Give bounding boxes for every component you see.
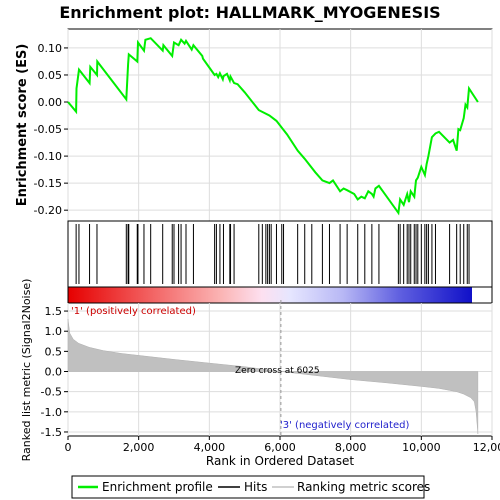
es-y-ticks: 0.10 0.05 0.00 -0.05 -0.10 -0.15 -0.20: [34, 42, 68, 217]
metric-tick-label: 1.5: [45, 305, 63, 318]
hit-lines: [75, 224, 470, 284]
es-tick-label: -0.15: [34, 177, 62, 190]
x-ticks: 0 2,000 4,000 6,000 8,000 10,000 12,000: [65, 436, 500, 454]
metric-y-axis-label: Ranked list metric (Signal2Noise): [20, 279, 33, 462]
legend: Enrichment profile Hits Ranking metric s…: [71, 475, 430, 499]
metric-area: [67, 319, 479, 435]
rank-color-bar: [68, 287, 472, 303]
chart-title: Enrichment plot: HALLMARK_MYOGENESIS: [59, 3, 440, 22]
x-tick-label: 8,000: [335, 441, 367, 454]
metric-tick-label: 1.0: [45, 325, 63, 338]
es-profile-line: [67, 37, 479, 216]
metric-tick-label: 0.0: [45, 366, 63, 379]
x-tick-label: 4,000: [194, 441, 226, 454]
metric-tick-label: -1.5: [41, 426, 62, 439]
es-y-axis-label: Enrichment score (ES): [15, 44, 30, 207]
x-tick-label: 2,000: [123, 441, 155, 454]
es-tick-label: -0.05: [34, 123, 62, 136]
x-tick-label: 0: [65, 441, 72, 454]
zero-cross-label: Zero cross at 6025: [235, 366, 320, 376]
metric-tick-label: -0.5: [41, 386, 62, 399]
legend-metric-label: Ranking metric scores: [297, 480, 430, 494]
legend-hits-label: Hits: [244, 480, 267, 494]
x-tick-label: 6,000: [264, 441, 296, 454]
metric-tick-label: 0.5: [45, 345, 63, 358]
es-tick-label: 0.05: [38, 69, 63, 82]
legend-frame: [71, 475, 425, 499]
x-tick-label: 12,000: [473, 441, 500, 454]
legend-profile-label: Enrichment profile: [102, 480, 213, 494]
x-axis-label: Rank in Ordered Dataset: [206, 454, 354, 468]
metric-y-ticks: 1.5 1.0 0.5 0.0 -0.5 -1.0 -1.5: [41, 305, 68, 439]
metric-tick-label: -1.0: [41, 406, 62, 419]
es-tick-label: -0.20: [34, 204, 62, 217]
positive-correlation-label: '1' (positively correlated): [71, 306, 196, 317]
es-tick-label: -0.10: [34, 150, 62, 163]
es-tick-label: 0.00: [38, 96, 63, 109]
es-tick-label: 0.10: [38, 42, 63, 55]
x-tick-label: 10,000: [402, 441, 441, 454]
negative-correlation-label: '3' (negatively correlated): [280, 420, 409, 431]
